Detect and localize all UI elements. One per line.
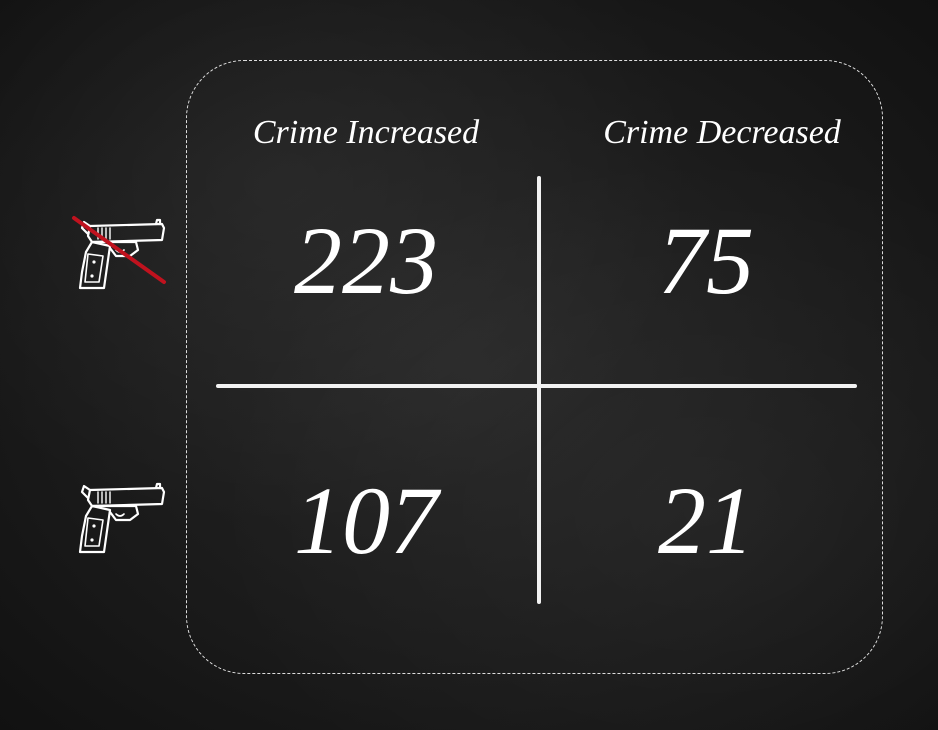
dashed-frame: [186, 60, 883, 674]
cell-no-guns-crime-increased: 223: [294, 207, 438, 314]
cell-no-guns-crime-decreased: 75: [658, 207, 754, 314]
gun-icon: [70, 476, 168, 560]
no-gun-icon: [70, 212, 168, 296]
cell-guns-crime-increased: 107: [294, 467, 438, 574]
column-header-crime-decreased: Crime Decreased: [603, 114, 841, 151]
vertical-divider: [537, 176, 541, 604]
cell-guns-crime-decreased: 21: [658, 467, 754, 574]
column-header-crime-increased: Crime Increased: [252, 114, 480, 151]
horizontal-divider: [216, 384, 857, 388]
